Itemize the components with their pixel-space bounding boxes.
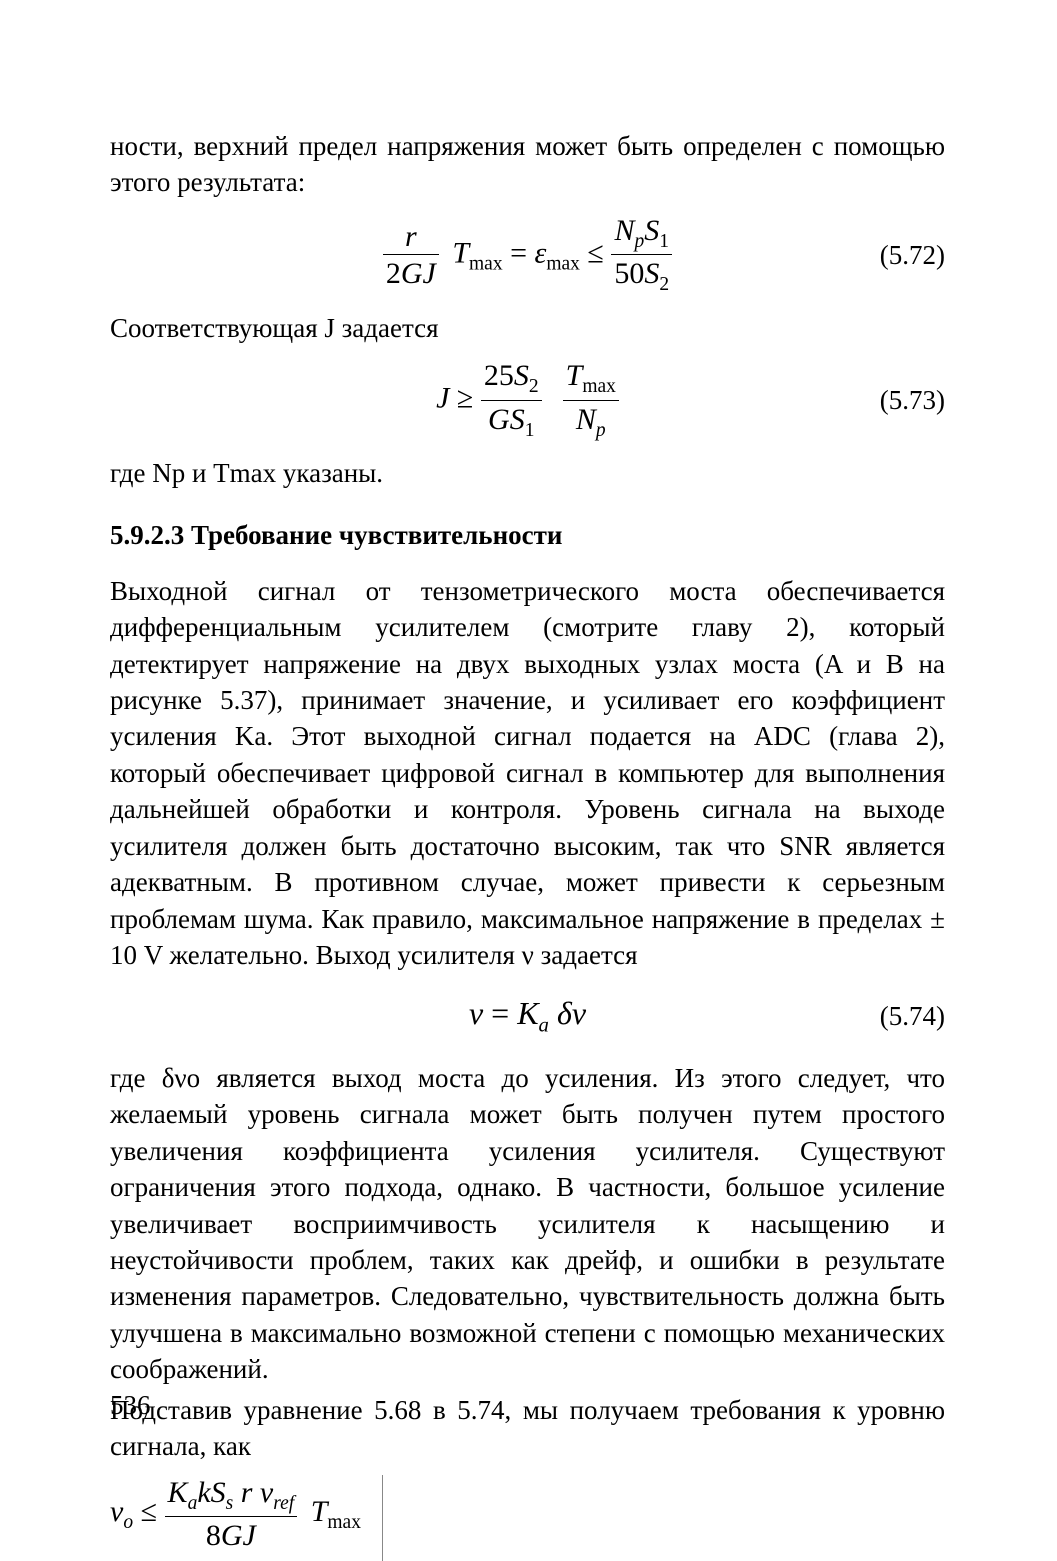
equation-5-74-number: (5.74) <box>855 1001 945 1032</box>
paragraph-substitution: Подставив уравнение 5.68 в 5.74, мы полу… <box>110 1392 945 1465</box>
page-number: 536 <box>110 1390 151 1421</box>
paragraph-where: где Np и Tmax указаны. <box>110 455 945 491</box>
equation-5-73-number: (5.73) <box>855 385 945 416</box>
equation-5-74-row: ν = Ka δν (5.74) <box>110 995 945 1037</box>
paragraph-top: ности, верхний предел напряжения может б… <box>110 128 945 201</box>
equation-5-72: r2GJ Tmax = εmax ≤ NpS150S2 <box>383 215 672 296</box>
equation-5-73-row: J ≥ 25S2GS1 TmaxNp (5.73) <box>110 360 945 441</box>
paragraph-after-574: где δνo является выход моста до усиления… <box>110 1060 945 1388</box>
equation-5-73: J ≥ 25S2GS1 TmaxNp <box>436 360 619 441</box>
paragraph-corresponding: Соответствующая J задается <box>110 310 945 346</box>
equation-final: νo ≤ KakSs r νref8GJ Tmax <box>110 1495 368 1528</box>
heading-5-9-2-3: 5.9.2.3 Требование чувствительности <box>110 520 945 551</box>
vertical-rule <box>382 1475 383 1561</box>
equation-5-72-number: (5.72) <box>855 240 945 271</box>
equation-5-72-row: r2GJ Tmax = εmax ≤ NpS150S2 (5.72) <box>110 215 945 296</box>
paragraph-body: Выходной сигнал от тензометрического мос… <box>110 573 945 974</box>
equation-5-74: ν = Ka δν <box>469 995 586 1037</box>
equation-final-row: νo ≤ KakSs r νref8GJ Tmax <box>110 1475 945 1561</box>
